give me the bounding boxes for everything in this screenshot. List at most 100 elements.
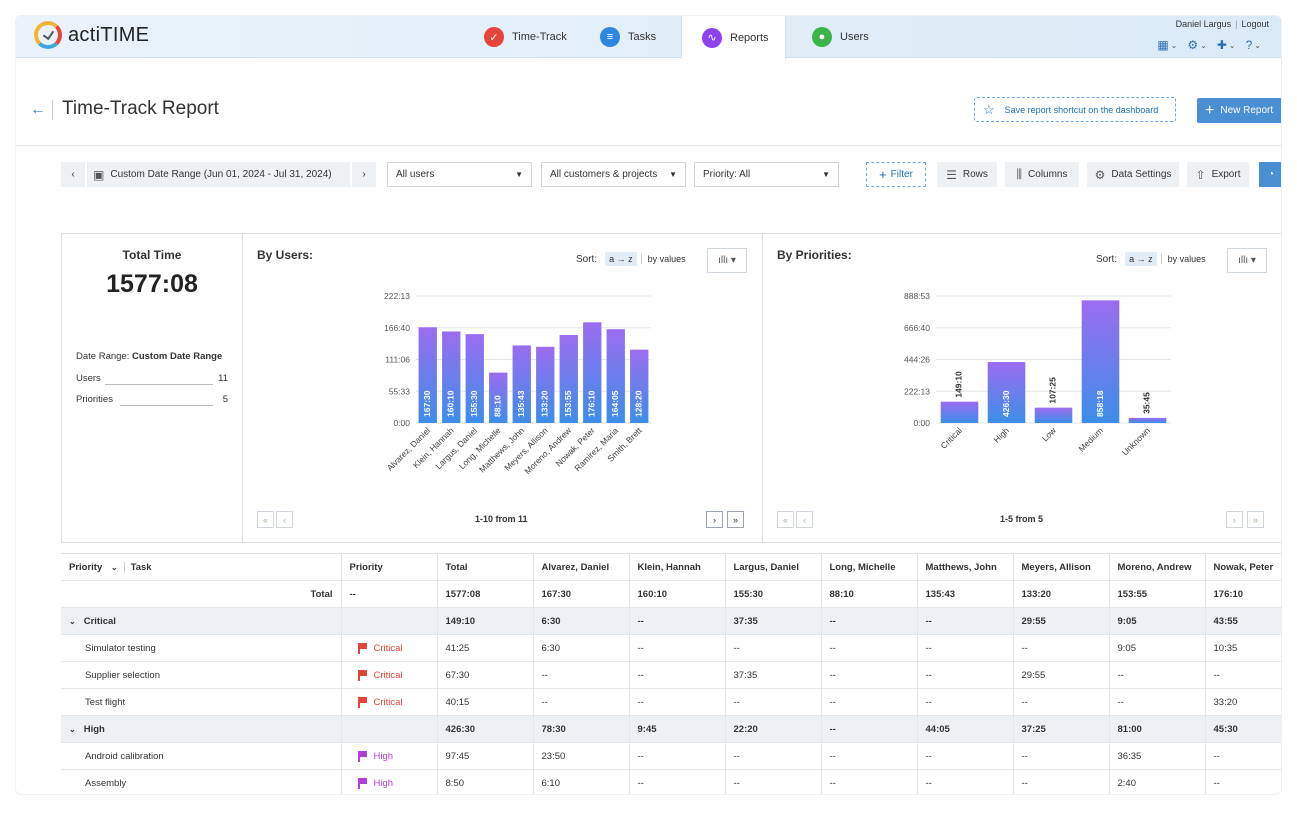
- column-header[interactable]: Alvarez, Daniel: [533, 553, 630, 581]
- table-row[interactable]: Android calibration High 97:45 23:50 -- -- -- -…: [61, 742, 1281, 770]
- chart-toggle-button[interactable]: ◔: [1259, 162, 1281, 187]
- column-header[interactable]: Meyers, Allison: [1013, 553, 1110, 581]
- logout-link[interactable]: Logout: [1241, 19, 1269, 29]
- bar-chart-icon: ıllı ▾: [1238, 255, 1256, 266]
- table-cell: Android calibration: [61, 742, 342, 770]
- users-select-value: All users: [396, 169, 435, 180]
- customers-select[interactable]: All customers & projects ▼: [541, 162, 686, 187]
- help-icon: ?: [1245, 38, 1253, 52]
- column-header[interactable]: Long, Michelle: [821, 553, 918, 581]
- x-category-label: Medium: [1076, 425, 1104, 453]
- column-header[interactable]: Matthews, John: [917, 553, 1014, 581]
- rows-button[interactable]: ☰ Rows: [937, 162, 997, 187]
- table-cell: --: [629, 742, 726, 770]
- chevron-down-icon[interactable]: ⌄: [69, 616, 76, 626]
- by-users-panel: By Users: Sort: a → z by values ıllı ▾ 0…: [242, 233, 763, 543]
- filter-button[interactable]: + Filter: [866, 162, 926, 187]
- chevron-down-icon[interactable]: ⌄: [69, 724, 76, 734]
- table-cell: --: [821, 607, 918, 635]
- chevron-down-icon[interactable]: ⌄: [110, 562, 118, 572]
- column-header[interactable]: Largus, Daniel: [725, 553, 822, 581]
- by-priorities-title: By Priorities:: [777, 248, 852, 262]
- first-page-button[interactable]: «: [777, 511, 794, 528]
- addons-menu[interactable]: ✚ ⌄: [1216, 38, 1236, 52]
- table-cell: 43:55: [1205, 607, 1281, 635]
- summary-panel: Total Time 1577:08 Date Range: Custom Da…: [61, 233, 243, 543]
- table-cell: 36:35: [1109, 742, 1206, 770]
- last-page-button[interactable]: »: [1247, 511, 1264, 528]
- column-header[interactable]: Nowak, Peter: [1205, 553, 1281, 581]
- prev-range-button[interactable]: ‹: [61, 162, 85, 187]
- bar-value-label: 128:20: [634, 390, 644, 417]
- column-header[interactable]: Priority: [341, 553, 438, 581]
- table-row[interactable]: Test flight Critical 40:15 -- -- -- -- -- -- -- 33…: [61, 688, 1281, 716]
- export-button[interactable]: ⇧ Export: [1187, 162, 1249, 187]
- sort-az-button[interactable]: a → z: [605, 252, 637, 266]
- next-page-button[interactable]: ›: [706, 511, 723, 528]
- column-header[interactable]: Total: [437, 553, 534, 581]
- prev-page-button[interactable]: ‹: [796, 511, 813, 528]
- plus-icon: +: [879, 167, 887, 182]
- user-area: Daniel Largus | Logout: [1175, 19, 1269, 29]
- new-report-label: New Report: [1220, 105, 1274, 116]
- column-header[interactable]: Moreno, Andrew: [1109, 553, 1206, 581]
- date-range-summary: Date Range: Custom Date Range: [76, 351, 222, 362]
- tab-users[interactable]: ● Users: [812, 16, 892, 58]
- sort-az-button[interactable]: a → z: [1125, 252, 1157, 266]
- calendar-menu[interactable]: ▦ ⌄: [1157, 38, 1178, 52]
- columns-button[interactable]: ⫼ Columns: [1005, 162, 1079, 187]
- help-menu[interactable]: ? ⌄: [1245, 38, 1261, 52]
- chart-type-select[interactable]: ıllı ▾: [707, 248, 747, 273]
- table-cell: High: [341, 769, 438, 794]
- y-tick-label: 222:13: [384, 291, 410, 301]
- table-cell[interactable]: ⌄ Critical: [61, 607, 342, 635]
- flag-icon: [357, 750, 368, 762]
- sort-by-values-button[interactable]: by values: [640, 254, 686, 264]
- user-name[interactable]: Daniel Largus: [1175, 19, 1232, 29]
- table-row[interactable]: Assembly High 8:50 6:10 -- -- -- -- -- 2:40 --: [61, 769, 1281, 794]
- table-cell: 6:30: [533, 607, 630, 635]
- by-priorities-panel: By Priorities: Sort: a → z by values ıll…: [762, 233, 1281, 543]
- prev-page-button[interactable]: ‹: [276, 511, 293, 528]
- tab-reports[interactable]: ∿ Reports: [681, 16, 786, 59]
- check-icon: ✓: [484, 27, 504, 47]
- sort-by-values-button[interactable]: by values: [1160, 254, 1206, 264]
- star-icon: ☆: [983, 101, 995, 117]
- next-page-button[interactable]: ›: [1226, 511, 1243, 528]
- save-shortcut-button[interactable]: ☆ Save report shortcut on the dashboard: [974, 97, 1176, 122]
- plus-icon: +: [1205, 101, 1215, 119]
- table-cell: --: [1109, 661, 1206, 689]
- table-cell: --: [821, 715, 918, 743]
- group-by-label[interactable]: Priority: [69, 561, 103, 573]
- chart-type-select[interactable]: ıllı ▾: [1227, 248, 1267, 273]
- table-cell: 37:25: [1013, 715, 1110, 743]
- table-total-row: Total -- 1577:08 167:30 160:10 155:30 88…: [61, 580, 1281, 608]
- priority-select[interactable]: Priority: All ▼: [694, 162, 839, 187]
- back-arrow-icon[interactable]: ←: [30, 101, 46, 118]
- save-shortcut-label: Save report shortcut on the dashboard: [1004, 104, 1159, 115]
- users-select[interactable]: All users ▼: [387, 162, 532, 187]
- logo[interactable]: actiTIME: [34, 21, 149, 49]
- tab-time-track[interactable]: ✓ Time-Track: [484, 16, 584, 58]
- date-range-picker[interactable]: ▣ Custom Date Range (Jun 01, 2024 - Jul …: [87, 162, 350, 187]
- first-page-button[interactable]: «: [257, 511, 274, 528]
- bar: [465, 334, 484, 423]
- settings-menu[interactable]: ⚙ ⌄: [1187, 38, 1207, 52]
- next-range-button[interactable]: ›: [352, 162, 376, 187]
- data-settings-button[interactable]: ⚙ Data Settings: [1087, 162, 1179, 187]
- rows-label: Rows: [962, 169, 988, 180]
- title-bar: [16, 58, 1281, 146]
- table-row[interactable]: Simulator testing Critical 41:25 6:30 -- -- --…: [61, 634, 1281, 662]
- column-header-priority-task[interactable]: Priority ⌄ Task: [61, 553, 342, 581]
- table-cell: 9:05: [1109, 634, 1206, 662]
- table-row[interactable]: Supplier selection Critical 67:30 -- -- 37:35…: [61, 661, 1281, 689]
- table-group-row[interactable]: ⌄ Critical 149:10 6:30 -- 37:35 -- -- 29:55 9:05 4…: [61, 607, 1281, 635]
- tab-tasks[interactable]: ≡ Tasks: [600, 16, 680, 58]
- new-report-button[interactable]: + New Report: [1197, 98, 1281, 123]
- y-tick-label: 55:33: [389, 386, 411, 396]
- table-cell[interactable]: ⌄ High: [61, 715, 342, 743]
- table-group-row[interactable]: ⌄ High 426:30 78:30 9:45 22:20 -- 44:05 37:25 81:…: [61, 715, 1281, 743]
- column-header[interactable]: Klein, Hannah: [629, 553, 726, 581]
- table-cell: --: [1013, 769, 1110, 794]
- last-page-button[interactable]: »: [727, 511, 744, 528]
